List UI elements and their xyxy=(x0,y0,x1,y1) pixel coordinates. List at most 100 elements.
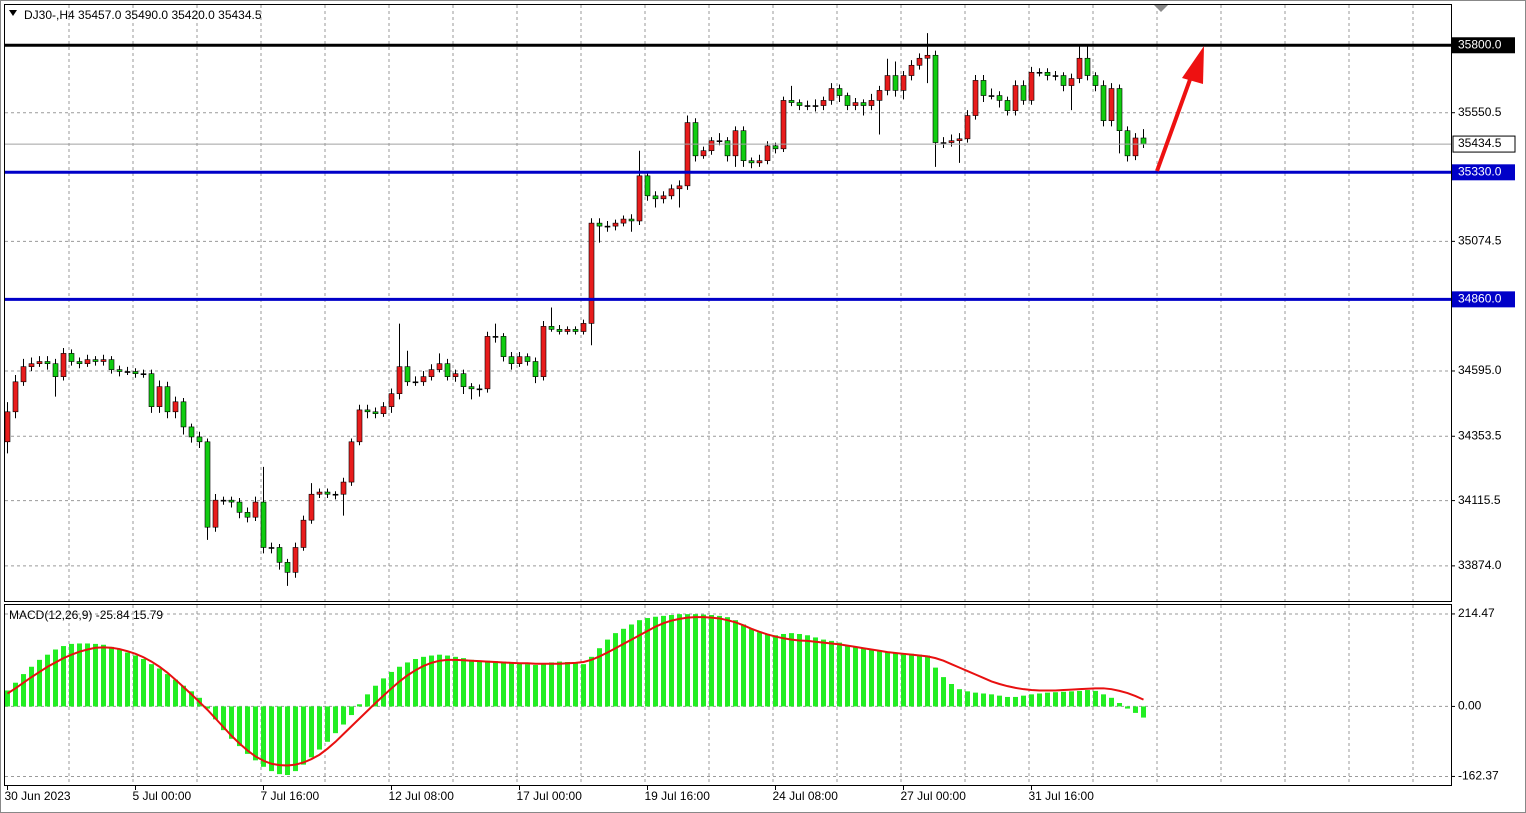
candle-body xyxy=(460,373,467,387)
histogram-bar xyxy=(237,706,242,747)
candle-body xyxy=(860,102,867,106)
menu-triangle xyxy=(9,10,17,16)
candle-body xyxy=(60,353,67,377)
candle-body xyxy=(188,426,195,438)
current-price-label: 35434.5 xyxy=(1458,136,1502,150)
candle-body xyxy=(364,409,371,413)
histogram-bar xyxy=(341,706,346,725)
candle-body xyxy=(1076,57,1083,79)
histogram-bar xyxy=(717,615,722,707)
candle-body xyxy=(156,386,163,407)
candle-body xyxy=(332,493,339,496)
candle-body xyxy=(140,373,147,375)
histogram-bar xyxy=(261,706,266,767)
histogram-bar xyxy=(869,649,874,707)
histogram-bar xyxy=(709,615,714,707)
histogram-bar xyxy=(509,662,514,707)
candle-body xyxy=(1052,75,1059,77)
histogram-bar xyxy=(437,654,442,707)
candle-body xyxy=(324,491,331,495)
x-tick-label: 5 Jul 00:00 xyxy=(133,789,192,803)
histogram-bar xyxy=(365,694,370,707)
histogram-bar xyxy=(213,706,218,720)
candle-body xyxy=(28,363,35,367)
candle-body xyxy=(852,102,859,106)
candle-body xyxy=(964,115,971,140)
candle-body xyxy=(1084,57,1091,76)
candle-body xyxy=(548,326,555,330)
y-tick-label: 34353.5 xyxy=(1458,428,1502,442)
histogram-bar xyxy=(117,649,122,707)
histogram-bar xyxy=(1021,695,1026,707)
histogram-bar xyxy=(1069,691,1074,707)
candle-body xyxy=(940,142,947,144)
x-tick-label: 24 Jul 08:00 xyxy=(773,789,839,803)
histogram-bar xyxy=(493,661,498,707)
candle-body xyxy=(612,222,619,227)
histogram-bar xyxy=(229,706,234,739)
candle-body xyxy=(988,95,995,97)
candle-body xyxy=(420,376,427,383)
histogram-bar xyxy=(1085,690,1090,707)
histogram-bar xyxy=(589,656,594,707)
candle-body xyxy=(1012,85,1019,111)
candle-body xyxy=(588,222,595,324)
candle-body xyxy=(740,130,747,161)
histogram-bar xyxy=(165,674,170,707)
candle-body xyxy=(348,441,355,483)
histogram-bar xyxy=(445,655,450,707)
candle-body xyxy=(356,409,363,443)
histogram-bar xyxy=(181,685,186,707)
histogram-bar xyxy=(421,656,426,707)
level-label: 35330.0 xyxy=(1458,164,1502,178)
histogram-bar xyxy=(101,644,106,707)
histogram-bar xyxy=(221,706,226,731)
candle-body xyxy=(772,145,779,150)
histogram-bar xyxy=(253,706,258,761)
histogram-bar xyxy=(93,643,98,707)
x-tick-label: 12 Jul 08:00 xyxy=(389,789,455,803)
histogram-bar xyxy=(1037,693,1042,707)
histogram-bar xyxy=(789,633,794,707)
candle-body xyxy=(572,329,579,332)
histogram-bar xyxy=(1125,706,1130,709)
histogram-bar xyxy=(997,695,1002,707)
histogram-bar xyxy=(189,691,194,707)
candle-body xyxy=(780,100,787,150)
candle-body xyxy=(372,411,379,414)
y-tick-label: 33874.0 xyxy=(1458,558,1502,572)
histogram-bar xyxy=(901,653,906,707)
y-tick-label: 214.47 xyxy=(1458,606,1495,620)
candle-body xyxy=(76,361,83,364)
histogram-bar xyxy=(61,646,66,707)
candle-body xyxy=(708,140,715,151)
histogram-bar xyxy=(885,652,890,707)
candle-body xyxy=(700,150,707,157)
candle-body xyxy=(244,512,251,518)
histogram-bar xyxy=(645,618,650,707)
candle-body xyxy=(764,145,771,161)
histogram-bar xyxy=(141,658,146,707)
candle-body xyxy=(452,373,459,377)
candle-body xyxy=(604,225,611,228)
level-label: 35800.0 xyxy=(1458,37,1502,51)
candle-body xyxy=(20,366,27,383)
histogram-bar xyxy=(21,674,26,707)
histogram-bar xyxy=(605,639,610,707)
candle-body xyxy=(428,369,435,377)
candle-body xyxy=(380,406,387,414)
histogram-bar xyxy=(461,658,466,707)
histogram-bar xyxy=(1045,692,1050,707)
histogram-bar xyxy=(309,706,314,758)
candle-body xyxy=(556,329,563,332)
candle-body xyxy=(980,80,987,96)
histogram-bar xyxy=(565,662,570,707)
histogram-bar xyxy=(813,637,818,707)
candle-body xyxy=(1132,137,1139,157)
histogram-bar xyxy=(125,652,130,707)
candle-body xyxy=(12,381,19,413)
histogram-bar xyxy=(637,620,642,707)
histogram-bar xyxy=(405,662,410,707)
histogram-bar xyxy=(333,706,338,734)
